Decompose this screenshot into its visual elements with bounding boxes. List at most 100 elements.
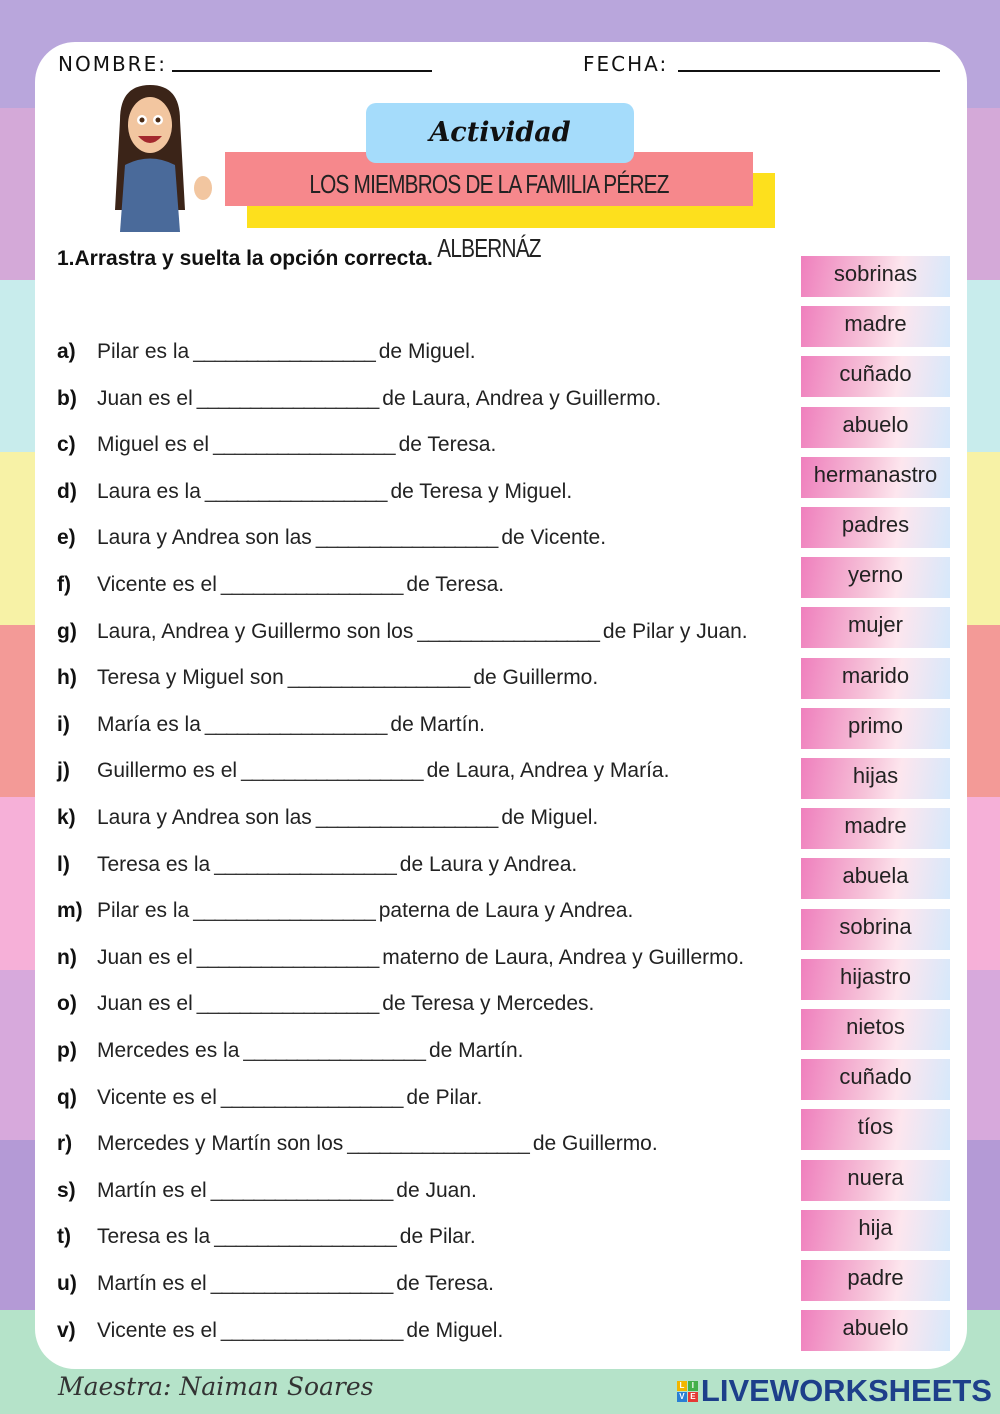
question-text-before: Teresa es la [97,852,211,876]
answer-drop-zone[interactable]: _________________ [214,1225,397,1249]
answer-drop-zone[interactable]: _________________ [213,433,396,457]
question-letter: r) [57,1132,73,1156]
draggable-option[interactable]: madre [801,306,950,348]
question-text-before: Vicente es el [97,573,217,596]
question-row: i) María es la _________________ de Martín. [57,713,485,737]
question-text-before: Miguel es el [97,433,210,457]
question-text-after: de Guillermo. [532,1132,658,1156]
question-letter: g) [57,619,77,643]
answer-drop-zone[interactable]: _________________ [196,945,380,969]
answer-drop-zone[interactable]: _________________ [204,479,388,503]
liveworksheets-logo[interactable]: L I V E LIVEWORKSHEETS [676,1373,992,1409]
answer-drop-zone[interactable]: _________________ [417,619,600,643]
question-text-after: de Martín. [390,712,485,736]
draggable-option[interactable]: nuera [801,1159,950,1201]
question-text-after: de Martín. [428,1039,524,1062]
answer-drop-zone[interactable]: _________________ [210,1178,394,1202]
draggable-option[interactable]: sobrina [801,908,950,950]
question-row: p) Mercedes es la _________________ de Mart… [57,1039,524,1063]
draggable-option[interactable]: padre [801,1260,950,1301]
name-field[interactable] [172,70,432,72]
question-letter: o) [57,992,77,1016]
instruction: 1.Arrastra y suelta la opción correcta. [57,247,433,270]
draggable-option[interactable]: abuelo [801,1310,950,1352]
question-text-after: de Miguel. [501,806,599,829]
draggable-option[interactable]: madre [801,808,950,850]
question-text-before: Guillermo es el [97,759,238,783]
answer-drop-zone[interactable]: _________________ [193,899,376,923]
draggable-option[interactable]: hijas [801,758,950,799]
answer-drop-zone[interactable]: _________________ [347,1132,530,1156]
answer-drop-zone[interactable]: _________________ [241,759,424,783]
answer-drop-zone[interactable]: _________________ [214,852,397,876]
liveworksheets-brand: LIVEWORKSHEETS [700,1373,992,1408]
question-row: n) Juan es el _________________ materno de … [57,946,744,970]
question-text-after: de Teresa y Miguel. [390,479,573,503]
draggable-option[interactable]: abuelo [801,406,950,448]
question-text-after: de Teresa. [398,433,497,457]
teacher-avatar-image [115,85,212,232]
question-text-before: Martín es el [97,1272,207,1295]
draggable-option[interactable]: hermanastro [801,456,950,498]
draggable-option[interactable]: mujer [801,607,950,649]
question-text-before: Mercedes es la [97,1039,240,1062]
draggable-option[interactable]: yerno [801,557,950,599]
answer-drop-zone[interactable]: _________________ [196,386,380,410]
draggable-option[interactable]: padres [801,507,950,548]
draggable-option[interactable]: tíos [801,1109,950,1151]
answer-drop-zone[interactable]: _________________ [315,526,499,550]
question-text-before: Laura y Andrea son las [97,806,312,829]
question-text-after: materno de Laura, Andrea y Guillermo. [382,945,745,969]
logo-letter: L [676,1380,687,1391]
question-letter: k) [57,806,76,829]
draggable-option[interactable]: marido [801,657,950,699]
answer-drop-zone[interactable]: _________________ [287,666,471,690]
answer-drop-zone[interactable]: _________________ [210,1272,394,1295]
answer-drop-zone[interactable]: _________________ [204,712,388,736]
draggable-option[interactable]: cuñado [801,356,950,398]
question-text-after: de Miguel. [378,340,476,363]
answer-drop-zone[interactable]: _________________ [196,992,380,1016]
draggable-option[interactable]: hija [801,1209,950,1251]
draggable-option[interactable]: nietos [801,1009,950,1050]
question-row: h) Teresa y Miguel son _________________ de… [57,666,598,690]
question-text-after: paterna de Laura y Andrea. [378,899,634,923]
question-text-before: Laura es la [97,479,201,503]
answer-drop-zone[interactable]: _________________ [193,340,376,363]
question-letter: t) [57,1225,71,1249]
date-field[interactable] [678,70,940,72]
question-text-before: Martín es el [97,1178,207,1202]
date-label: FECHA: [583,52,669,76]
question-letter: f) [57,573,71,596]
question-letter: v) [57,1318,76,1342]
question-row: v) Vicente es el _________________ de Migue… [57,1319,503,1343]
answer-drop-zone[interactable]: _________________ [220,1085,404,1109]
question-letter: b) [57,386,77,410]
answer-drop-zone[interactable]: _________________ [220,573,404,596]
question-row: s) Martín es el _________________ de Juan. [57,1179,477,1203]
answer-drop-zone[interactable]: _________________ [220,1318,404,1342]
draggable-option[interactable]: hijastro [801,958,950,1000]
logo-letter: E [687,1391,698,1402]
question-row: j) Guillermo es el _________________ de Lau… [57,759,669,783]
question-letter: j) [57,759,70,783]
question-text-after: de Teresa. [406,573,505,596]
activity-badge: Actividad [366,103,634,163]
question-text-before: Pilar es la [97,899,190,923]
question-text-before: Teresa es la [97,1225,211,1249]
question-text-before: Laura y Andrea son las [97,526,312,550]
draggable-option[interactable]: sobrinas [801,256,950,297]
question-row: k) Laura y Andrea son las ________________… [57,806,598,830]
question-row: o) Juan es el _________________ de Teresa y… [57,992,594,1016]
question-text-before: Pilar es la [97,340,190,363]
draggable-option[interactable]: cuñado [801,1059,950,1101]
teacher-signature: Maestra: Naiman Soares [58,1372,374,1401]
question-text-before: Juan es el [97,945,193,969]
question-row: a) Pilar es la _________________ de Miguel. [57,340,476,364]
question-text-after: de Laura, Andrea y María. [426,759,670,783]
question-letter: l) [57,852,70,876]
draggable-option[interactable]: primo [801,707,950,749]
answer-drop-zone[interactable]: _________________ [315,806,499,829]
draggable-option[interactable]: abuela [801,858,950,900]
answer-drop-zone[interactable]: _________________ [243,1039,426,1062]
